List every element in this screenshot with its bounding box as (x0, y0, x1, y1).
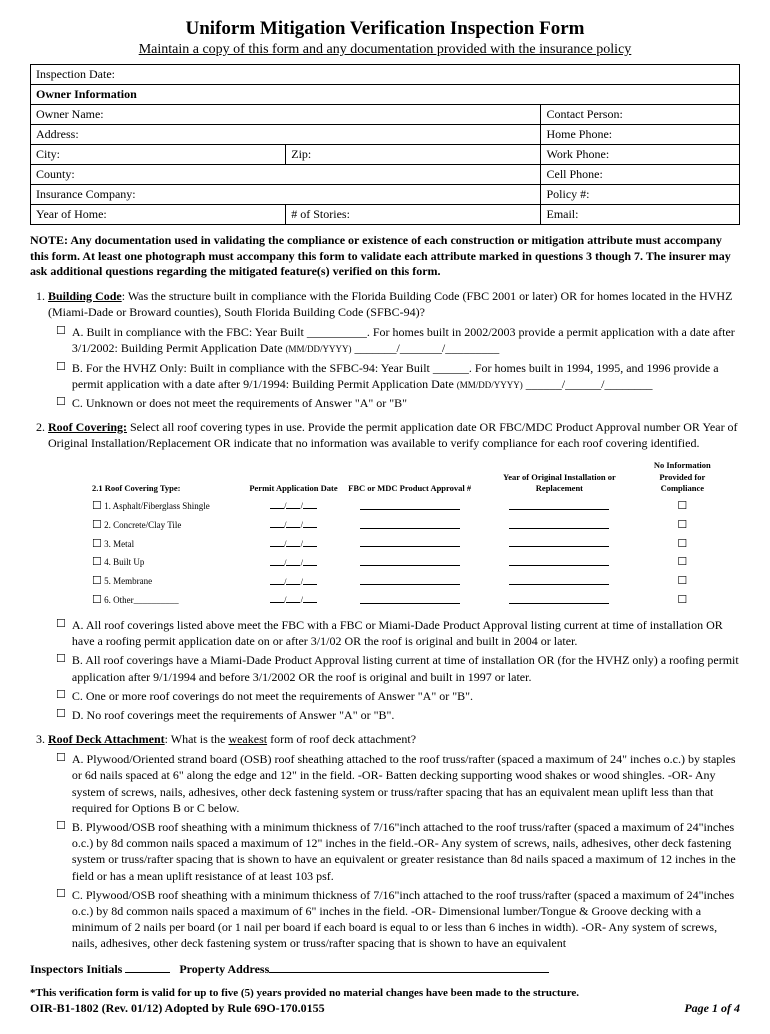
q1-a-hint: (MM/DD/YYYY) (286, 344, 352, 354)
contact-person-cell[interactable]: Contact Person: (541, 105, 740, 125)
question-3: Roof Deck Attachment: What is the weakes… (48, 731, 740, 951)
q1-b-hint: (MM/DD/YYYY) (457, 380, 523, 390)
q3-opt-b: B. Plywood/OSB roof sheathing with a min… (72, 819, 740, 884)
checkbox-icon[interactable]: ☐ (92, 575, 102, 587)
q3-weakest: weakest (228, 732, 267, 746)
checkbox-icon[interactable]: ☐ (677, 500, 687, 512)
email-cell[interactable]: Email: (541, 205, 740, 225)
rh-date: Permit Application Date (246, 459, 340, 495)
prop-addr-label: Property Address (179, 962, 269, 976)
owner-name-cell[interactable]: Owner Name: (31, 105, 541, 125)
q1-opt-a: A. Built in compliance with the FBC: Yea… (72, 325, 735, 355)
checkbox-icon[interactable]: ☐ (92, 556, 102, 568)
rh-approval: FBC or MDC Product Approval # (342, 459, 476, 495)
disclaimer: *This verification form is valid for up … (30, 987, 740, 999)
checkbox-icon[interactable]: ☐ (56, 688, 66, 704)
cell-phone-cell[interactable]: Cell Phone: (541, 165, 740, 185)
owner-info-table: Inspection Date: Owner Information Owner… (30, 64, 740, 225)
page-number: Page 1 of 4 (684, 1001, 740, 1016)
q2-opt-d: D. No roof coverings meet the requiremen… (72, 707, 395, 723)
q2-opt-b: B. All roof coverings have a Miami-Dade … (72, 652, 740, 684)
q3-opt-a: A. Plywood/Oriented strand board (OSB) r… (72, 751, 740, 816)
stories-cell[interactable]: # of Stories: (286, 205, 541, 225)
checkbox-icon[interactable]: ☐ (56, 707, 66, 723)
checkbox-icon[interactable]: ☐ (56, 819, 66, 884)
checkbox-icon[interactable]: ☐ (677, 538, 687, 550)
checkbox-icon[interactable]: ☐ (677, 556, 687, 568)
page-title: Uniform Mitigation Verification Inspecti… (30, 18, 740, 40)
insurance-cell[interactable]: Insurance Company: (31, 185, 541, 205)
inspection-date-cell[interactable]: Inspection Date: (31, 65, 740, 85)
year-home-cell[interactable]: Year of Home: (31, 205, 286, 225)
rt-6: 6. Other__________ (104, 595, 179, 605)
checkbox-icon[interactable]: ☐ (677, 575, 687, 587)
checkbox-icon[interactable]: ☐ (92, 500, 102, 512)
owner-info-header: Owner Information (31, 85, 740, 105)
rt-5: 5. Membrane (104, 576, 152, 586)
roof-covering-table: 2.1 Roof Covering Type: Permit Applicati… (88, 457, 725, 610)
checkbox-icon[interactable]: ☐ (677, 519, 687, 531)
work-phone-cell[interactable]: Work Phone: (541, 145, 740, 165)
form-ref: OIR-B1-1802 (Rev. 01/12) Adopted by Rule… (30, 1001, 325, 1016)
rt-2: 2. Concrete/Clay Tile (104, 520, 181, 530)
initials-label: Inspectors Initials (30, 962, 122, 976)
checkbox-icon[interactable]: ☐ (56, 617, 66, 649)
home-phone-cell[interactable]: Home Phone: (541, 125, 740, 145)
checkbox-icon[interactable]: ☐ (56, 360, 66, 392)
checkbox-icon[interactable]: ☐ (56, 887, 66, 952)
page-subtitle: Maintain a copy of this form and any doc… (30, 42, 740, 58)
rt-3: 3. Metal (104, 539, 134, 549)
q3-text: : What is the (165, 732, 229, 746)
rh-year: Year of Original Installation or Replace… (479, 459, 640, 495)
policy-cell[interactable]: Policy #: (541, 185, 740, 205)
note-text: NOTE: Any documentation used in validati… (30, 233, 740, 280)
checkbox-icon[interactable]: ☐ (677, 594, 687, 606)
address-cell[interactable]: Address: (31, 125, 541, 145)
q1-text: : Was the structure built in compliance … (48, 289, 732, 319)
q2-title: Roof Covering: (48, 420, 127, 434)
q1-opt-c: C. Unknown or does not meet the requirem… (72, 395, 407, 411)
q3-text3: form of roof deck attachment? (267, 732, 416, 746)
checkbox-icon[interactable]: ☐ (92, 538, 102, 550)
checkbox-icon[interactable]: ☐ (56, 652, 66, 684)
q3-title: Roof Deck Attachment (48, 732, 165, 746)
q2-opt-c: C. One or more roof coverings do not mee… (72, 688, 473, 704)
county-cell[interactable]: County: (31, 165, 541, 185)
checkbox-icon[interactable]: ☐ (56, 324, 66, 356)
rh-type: 2.1 Roof Covering Type: (90, 459, 244, 495)
checkbox-icon[interactable]: ☐ (92, 594, 102, 606)
rh-noinfo: No Information Provided for Compliance (642, 459, 723, 495)
zip-cell[interactable]: Zip: (286, 145, 541, 165)
question-1: Building Code: Was the structure built i… (48, 288, 740, 411)
city-cell[interactable]: City: (31, 145, 286, 165)
question-2: Roof Covering: Select all roof covering … (48, 419, 740, 723)
rt-1: 1. Asphalt/Fiberglass Shingle (104, 501, 210, 511)
q3-opt-c: C. Plywood/OSB roof sheathing with a min… (72, 887, 740, 952)
q2-opt-a: A. All roof coverings listed above meet … (72, 617, 740, 649)
q1-opt-b: B. For the HVHZ Only: Built in complianc… (72, 361, 719, 391)
checkbox-icon[interactable]: ☐ (92, 519, 102, 531)
checkbox-icon[interactable]: ☐ (56, 751, 66, 816)
checkbox-icon[interactable]: ☐ (56, 395, 66, 411)
q2-text: Select all roof covering types in use. P… (48, 420, 738, 450)
rt-4: 4. Built Up (104, 557, 144, 567)
q1-title: Building Code (48, 289, 122, 303)
footer-initials-row: Inspectors Initials Property Address (30, 962, 740, 977)
